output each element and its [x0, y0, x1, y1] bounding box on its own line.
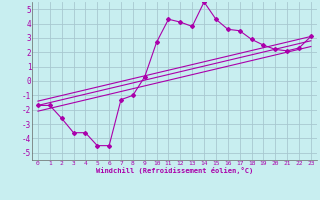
X-axis label: Windchill (Refroidissement éolien,°C): Windchill (Refroidissement éolien,°C) [96, 167, 253, 174]
